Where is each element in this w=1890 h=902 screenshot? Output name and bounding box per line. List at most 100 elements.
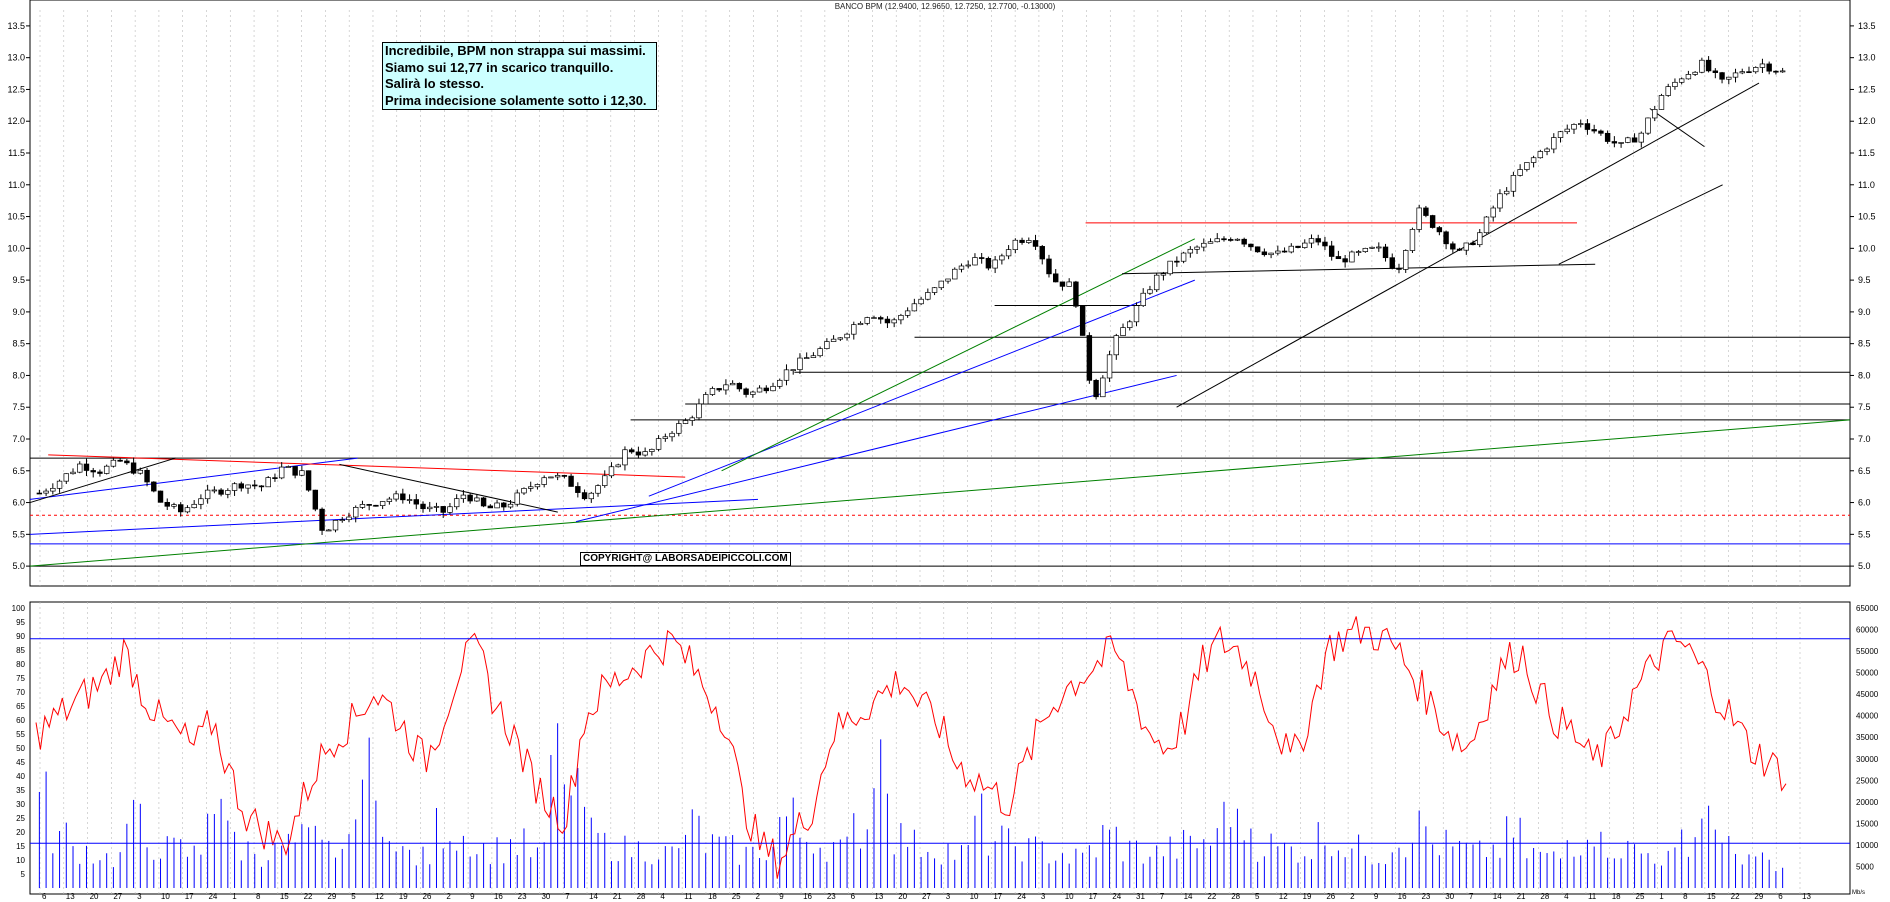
candle-body <box>36 492 43 495</box>
volume-tick-label: 60000 <box>1856 626 1879 635</box>
candle-body <box>595 485 601 494</box>
x-day-label: 1 <box>1659 892 1664 901</box>
candle-body <box>1429 215 1436 228</box>
price-tick-label-right: 11.0 <box>1858 180 1875 190</box>
x-day-label: 16 <box>1398 892 1407 901</box>
x-day-label: 21 <box>1517 892 1526 901</box>
candle-body <box>299 470 305 476</box>
volume-tick-label: 20000 <box>1856 798 1879 807</box>
price-tick-label-right: 12.0 <box>1858 116 1876 126</box>
candle-body <box>1611 141 1618 144</box>
candle-body <box>1382 246 1389 259</box>
candle-body <box>144 469 150 483</box>
candle-body <box>1053 273 1059 283</box>
x-day-label: 26 <box>423 892 432 901</box>
x-day-label: 8 <box>1683 892 1688 901</box>
price-tick-label-right: 13.5 <box>1858 21 1876 31</box>
x-day-label: 14 <box>1184 892 1193 901</box>
price-tick-label-right: 5.5 <box>1858 529 1871 539</box>
candle-body <box>265 477 271 488</box>
candle-body <box>1483 216 1490 234</box>
trendline-blue-2 <box>29 457 358 500</box>
candle-body <box>211 489 218 492</box>
candle-body <box>312 489 319 510</box>
candle-body <box>709 388 716 395</box>
candle-body <box>427 506 433 510</box>
volume-tick-label: 50000 <box>1856 669 1879 678</box>
candle-body <box>1672 81 1678 88</box>
candle-body <box>1012 239 1019 250</box>
price-tick-label-right: 9.0 <box>1858 307 1871 317</box>
candle-body <box>1456 248 1463 251</box>
oscillator-tick-label: 30 <box>16 800 25 809</box>
price-tick-label-left: 9.0 <box>12 307 25 317</box>
volume-tick-label: 45000 <box>1856 690 1879 699</box>
trendline-blue-4 <box>575 374 1177 523</box>
volume-tick-label: 35000 <box>1856 733 1879 742</box>
candle-body <box>1093 379 1099 398</box>
x-day-label: 19 <box>1303 892 1312 901</box>
x-day-label: 20 <box>898 892 907 901</box>
candle-body <box>575 486 581 493</box>
candle-body <box>1652 109 1658 119</box>
candle-body <box>514 492 520 505</box>
oscillator-tick-label: 35 <box>16 786 25 795</box>
candle-body <box>453 498 460 508</box>
candle-body <box>1120 327 1126 336</box>
price-tick-label-right: 11.5 <box>1858 148 1875 158</box>
candle-body <box>884 318 891 324</box>
candle-body <box>743 388 749 395</box>
candle-body <box>1739 71 1745 74</box>
x-day-label: 22 <box>304 892 313 901</box>
candle-body <box>985 258 992 269</box>
x-day-label: 4 <box>660 892 665 901</box>
candle-body <box>1497 193 1503 209</box>
candle-body <box>817 348 823 357</box>
candle-body <box>736 382 743 390</box>
volume-tick-label: 55000 <box>1856 647 1879 656</box>
x-day-label: 24 <box>1017 892 1026 901</box>
candle-body <box>56 480 63 489</box>
x-day-label: 13 <box>874 892 883 901</box>
candle-body <box>178 504 184 513</box>
candle-body <box>1517 169 1523 176</box>
x-day-label: 9 <box>470 892 475 901</box>
candle-body <box>433 506 440 508</box>
candle-body <box>696 403 702 419</box>
volume-tick-label: 15000 <box>1856 819 1879 828</box>
x-day-label: 27 <box>113 892 122 901</box>
candle-body <box>1234 238 1241 241</box>
candle-body <box>1409 229 1416 251</box>
price-tick-label-right: 6.5 <box>1858 466 1871 476</box>
price-tick-label-left: 11.5 <box>8 148 25 158</box>
volume-bars <box>38 723 1784 888</box>
candle-body <box>110 459 117 467</box>
x-day-label: 17 <box>993 892 1002 901</box>
candle-body <box>1551 137 1557 150</box>
x-day-label: 28 <box>637 892 646 901</box>
x-day-label: 11 <box>1588 892 1597 901</box>
candle-body <box>171 504 177 507</box>
candle-body <box>157 490 164 503</box>
candle-body <box>1288 245 1294 253</box>
candle-body <box>332 520 339 531</box>
candle-body <box>204 489 211 500</box>
x-day-label: 30 <box>541 892 550 901</box>
trendline-green-long <box>29 419 1851 567</box>
candle-body <box>1389 257 1395 269</box>
candle-body <box>1201 242 1207 248</box>
candle-body <box>1100 377 1106 398</box>
candle-body <box>258 485 265 488</box>
candle-body <box>851 324 857 335</box>
x-day-label: 6 <box>851 892 856 901</box>
x-day-label: 13 <box>1802 892 1811 901</box>
candle-body <box>1503 190 1510 195</box>
candle-body <box>723 384 729 391</box>
candle-body <box>117 459 123 462</box>
x-day-label: 18 <box>1612 892 1621 901</box>
candle-body <box>137 469 144 474</box>
x-day-label: 5 <box>351 892 356 901</box>
candle-body <box>649 448 655 452</box>
candle-body <box>1759 63 1766 68</box>
candle-body <box>1604 132 1611 142</box>
